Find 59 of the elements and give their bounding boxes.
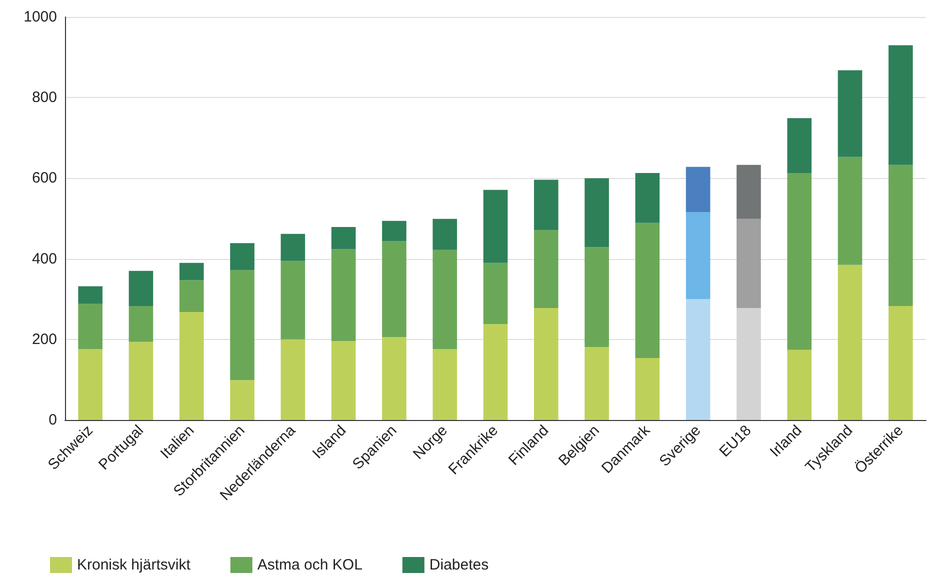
bar (686, 166, 710, 212)
bar (787, 118, 812, 173)
bar (280, 234, 306, 261)
bar (432, 218, 458, 250)
bar (128, 342, 154, 420)
y-tick-label: 0 (48, 412, 57, 428)
y-tick-label: 1000 (24, 8, 57, 26)
bar (838, 156, 862, 265)
bar (483, 190, 508, 263)
legend-label: Diabetes (429, 556, 489, 574)
bar (331, 249, 356, 342)
bar (534, 230, 558, 308)
bar (888, 164, 913, 306)
bar (331, 226, 356, 250)
bar (483, 262, 508, 324)
bar (686, 212, 710, 300)
y-tick-label: 200 (32, 330, 57, 348)
y-tick-label: 800 (32, 89, 57, 106)
bar (736, 218, 761, 308)
bar (179, 280, 204, 312)
bar (584, 178, 609, 248)
bar (888, 45, 913, 165)
bar (432, 250, 458, 350)
bar (483, 324, 508, 420)
bar (888, 306, 913, 420)
bar (787, 350, 812, 420)
bar (78, 304, 102, 350)
legend-label: Astma och KOL (257, 556, 362, 574)
bar (230, 270, 254, 380)
bar (128, 306, 154, 342)
bar (838, 264, 862, 420)
bar (635, 358, 660, 420)
bar (230, 243, 254, 270)
bar (78, 349, 102, 420)
bar (686, 299, 710, 420)
bar (128, 270, 154, 306)
bar (179, 262, 204, 280)
legend-label: Kronisk hjärtsvikt (77, 556, 192, 574)
bar (78, 286, 102, 304)
bar (838, 70, 862, 157)
bar (534, 308, 558, 420)
bar (280, 339, 306, 420)
bar (635, 222, 660, 358)
bar (534, 180, 558, 230)
bar (382, 241, 406, 337)
bar (382, 336, 406, 420)
bar (584, 247, 609, 348)
bar (331, 341, 356, 420)
bar (635, 172, 660, 223)
bar (280, 260, 306, 340)
y-tick-label: 400 (32, 250, 57, 268)
bar (432, 349, 458, 420)
bar (736, 164, 761, 219)
bar (382, 220, 406, 242)
bar (787, 172, 812, 350)
bar (584, 347, 609, 420)
bar (230, 380, 254, 420)
y-tick-label: 600 (32, 170, 57, 187)
bar (179, 312, 204, 420)
